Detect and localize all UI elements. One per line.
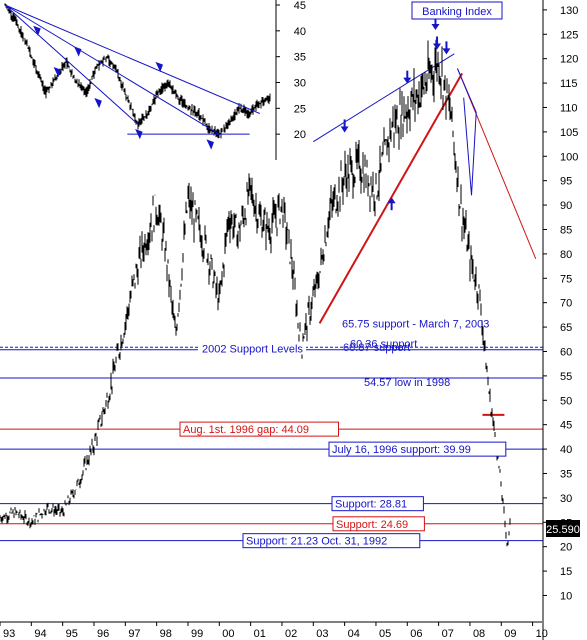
y-tick-label: 50	[560, 395, 572, 407]
x-tick-label: 02	[285, 628, 297, 640]
inset-y-tick-label: 25	[294, 103, 306, 115]
down-arrow-icon	[442, 48, 451, 55]
y-tick-label: 70	[560, 298, 572, 310]
y-tick-label: 130	[560, 5, 578, 17]
support-label: Support: 21.23 Oct. 31, 1992	[246, 536, 387, 548]
y-tick-label: 125	[560, 29, 578, 41]
x-tick-label: 97	[128, 628, 140, 640]
red-uptrend-line	[318, 72, 463, 324]
x-tick-label: 10	[536, 628, 548, 640]
support-label: 54.57 low in 1998	[364, 377, 450, 389]
x-tick-label: 04	[348, 628, 360, 640]
y-tick-label: 105	[560, 127, 578, 139]
support-label: Aug. 1st. 1996 gap: 44.09	[183, 424, 309, 436]
inset-arrow-icon	[33, 25, 41, 36]
inset-trend-line	[4, 4, 261, 114]
x-tick-label: 94	[34, 628, 46, 640]
bottom-axis: 93 94 95 96 97 98 99 00 01 02 03 04 05 06 07 08 09 10	[0, 621, 548, 640]
x-tick-label: 05	[379, 628, 391, 640]
x-tick-label: 08	[473, 628, 485, 640]
y-tick-label: 85	[560, 224, 572, 236]
inset-arrow-icon	[135, 129, 143, 140]
arrow-markers	[33, 16, 451, 211]
x-tick-label: 98	[160, 628, 172, 640]
y-tick-label: 30	[560, 493, 572, 505]
chart-title-box	[411, 1, 503, 20]
y-tick-label: 20	[560, 542, 572, 554]
x-tick-label: 00	[222, 628, 234, 640]
annotation-march-2003: 65.75 support - March 7, 2003	[342, 318, 489, 330]
y-tick-label: 115	[560, 78, 578, 90]
down-arrow-icon	[403, 77, 412, 84]
support-label: 60.87 support	[343, 342, 410, 354]
up-arrow-icon	[387, 197, 396, 204]
support-label: Support: 24.69	[336, 519, 408, 531]
inset-y-tick-label: 30	[294, 78, 306, 90]
price-series	[0, 39, 511, 547]
inset-arrow-icon	[53, 67, 62, 78]
y-tick-label: 55	[560, 371, 572, 383]
annotation-2002-support: 2002 Support Levels	[202, 344, 303, 356]
x-tick-label: 03	[316, 628, 328, 640]
down-arrow-icon	[431, 23, 440, 30]
annotation-bg	[198, 341, 306, 355]
x-tick-label: 93	[3, 628, 15, 640]
y-tick-label: 110	[560, 102, 578, 114]
y-tick-label: 10	[560, 590, 572, 602]
price-bars	[0, 39, 511, 547]
inset-y-tick-label: 40	[294, 26, 306, 38]
x-tick-label: 01	[254, 628, 266, 640]
inset-y-tick-label: 35	[294, 52, 306, 64]
y-tick-label: 75	[560, 273, 572, 285]
support-label-box	[179, 421, 339, 437]
inset-price-bars	[4, 3, 271, 139]
inset-y-tick-label: 45	[294, 0, 306, 12]
y-tick-label: 120	[560, 54, 578, 66]
support-label-box	[242, 533, 421, 549]
blue-channel-shape	[456, 68, 477, 196]
y-tick-label: 35	[560, 468, 572, 480]
trend-lines	[313, 53, 537, 416]
support-label: 60.36 support	[350, 339, 417, 351]
support-label: July 16, 1996 support: 39.99	[332, 444, 471, 456]
inset-arrow-icon	[94, 98, 102, 109]
inset-arrow-icon	[155, 61, 164, 73]
down-arrow-icon	[340, 126, 349, 133]
inset-chart: 20 25 30 35 40 45	[4, 0, 306, 160]
y-tick-label: 40	[560, 444, 572, 456]
y-tick-label: 65	[560, 322, 572, 334]
x-tick-label: 09	[504, 628, 516, 640]
inset-trend-line	[4, 4, 138, 125]
last-value-badge: 25.590	[546, 524, 580, 536]
inset-trend-line	[4, 4, 220, 135]
y-tick-label: 45	[560, 420, 572, 432]
y-tick-label: 15	[560, 566, 572, 578]
inset-arrow-icon	[73, 46, 82, 57]
right-axis: 1015202530354045505560657075808590951001…	[542, 0, 578, 640]
y-tick-label: 95	[560, 176, 572, 188]
y-tick-label: 60	[560, 346, 572, 358]
support-label-box	[332, 516, 425, 532]
support-label-box	[331, 496, 424, 512]
y-tick-label: 90	[560, 200, 572, 212]
y-tick-label: 100	[560, 151, 578, 163]
inset-arrow-icon	[206, 139, 214, 150]
inset-y-tick-label: 20	[294, 129, 306, 141]
chart-title: Banking Index	[422, 6, 492, 18]
down-arrow-icon	[433, 43, 442, 50]
last-value-badge-box	[546, 520, 580, 537]
x-tick-label: 07	[442, 628, 454, 640]
x-tick-label: 99	[191, 628, 203, 640]
x-tick-label: 96	[97, 628, 109, 640]
y-tick-label: 80	[560, 249, 572, 261]
x-tick-label: 06	[410, 628, 422, 640]
x-tick-label: 95	[66, 628, 78, 640]
support-label-box	[328, 441, 507, 457]
support-label: Support: 28.81	[335, 499, 407, 511]
